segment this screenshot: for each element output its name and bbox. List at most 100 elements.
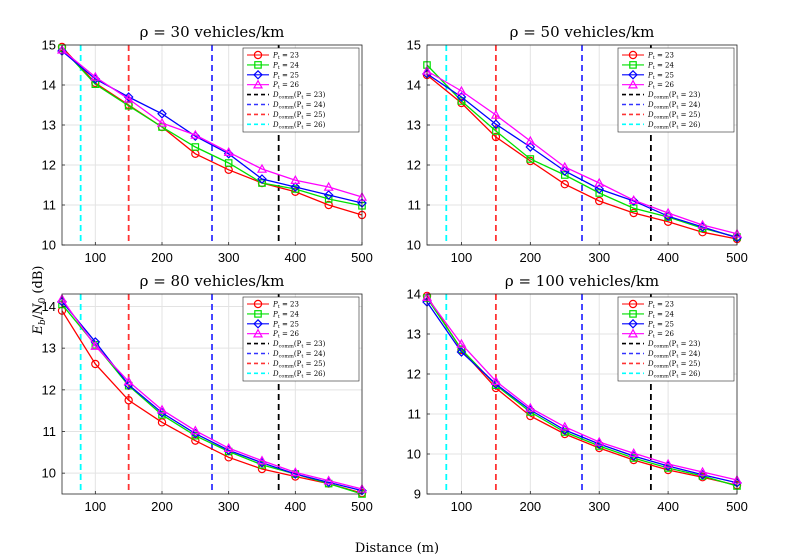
panel-3-point-p26-7 xyxy=(290,467,301,477)
panel-1-ytick-label-1: 11 xyxy=(43,198,57,213)
panel-3-legend-p25-tail: = 25 xyxy=(280,320,299,328)
panel-2-legend-d23-sub: comm xyxy=(654,95,670,101)
panel-4-legend-d26-tail: (P xyxy=(669,370,677,378)
panel-1-point-p25-7 xyxy=(290,182,301,192)
panel-1-legend-box xyxy=(242,47,360,133)
panel-2-point-p26-8 xyxy=(697,219,708,229)
panel-2-legend-p24-main: P xyxy=(647,61,653,69)
panel-2-legend-label-p25: Pt = 25 xyxy=(647,71,674,81)
panel-4-legend-d26-tail2: = 26) xyxy=(678,370,700,378)
panel-2-legend-p25-main: P xyxy=(647,71,653,79)
panel-4-legend-d23-sub: comm xyxy=(654,344,670,350)
panel-2-legend-d25-main: D xyxy=(647,111,654,119)
panel-2-point-p23-7 xyxy=(663,217,673,226)
panel-4-xtick-label-4: 500 xyxy=(726,499,748,514)
panel-2-legend-label-d24: Dcomm(Pt = 24) xyxy=(647,101,701,111)
panel-4-legend-label-d25: Dcomm(Pt = 25) xyxy=(647,360,701,370)
panel-1-ytick-label-5: 15 xyxy=(42,38,56,53)
panel-4-series-line-p26 xyxy=(426,296,738,481)
panel-3-legend-d23-sub2: t xyxy=(301,344,303,350)
panel-2-legend-d26-main: D xyxy=(647,121,654,129)
panel-2-legend-marker-p25 xyxy=(628,69,638,80)
panel-4-legend-d24-main: D xyxy=(647,350,654,358)
panel-4-point-p24-6 xyxy=(629,454,638,462)
panel-2-point-p24-5 xyxy=(595,189,604,197)
y-axis-label-N: N xyxy=(31,303,46,316)
panel-2-xtick-label-4: 500 xyxy=(726,250,748,265)
panel-4-legend-label-d26: Dcomm(Pt = 26) xyxy=(647,370,701,380)
panel-4-legend-d25-tail: (P xyxy=(669,360,677,368)
panel-4-xtick-label-0: 100 xyxy=(451,499,473,514)
panel-4-legend-d26-main: D xyxy=(647,370,654,378)
panel-4-legend-p23-tail: = 23 xyxy=(655,301,674,309)
panel-1-series-line-p24 xyxy=(61,47,363,207)
panel-3-legend-p24-main: P xyxy=(272,310,278,318)
panel-4-series-line-p23 xyxy=(426,295,738,486)
panel-2-xtick-label-3: 400 xyxy=(657,250,679,265)
panel-1-title: ρ = 30 vehicles/km xyxy=(140,23,285,41)
panel-3-legend-d25-tail2: = 25) xyxy=(303,360,325,368)
panel-3-ytick-label-2: 12 xyxy=(42,382,56,397)
y-axis-label: Eb/N0 (dB) xyxy=(31,266,48,336)
panel-1-legend-label-d26: Dcomm(Pt = 26) xyxy=(272,121,326,131)
panel-4-legend-d26-sub2: t xyxy=(676,373,678,379)
panel-1-point-p26-8 xyxy=(323,181,334,191)
panel-2-point-p23-2 xyxy=(491,132,501,142)
panel-2-point-p25-5 xyxy=(594,184,605,194)
panel-3-legend-d24-sub: comm xyxy=(279,354,295,360)
panel-4-legend-p26-sub: t xyxy=(653,334,655,340)
panel-3-point-p23-1 xyxy=(91,359,100,369)
panel-3-xtick-label-3: 400 xyxy=(284,499,306,514)
panel-1-legend-d25-tail2: = 25) xyxy=(303,111,325,119)
panel-3-ytick-label-3: 13 xyxy=(42,341,56,356)
panel-2-legend-d26-tail2: = 26) xyxy=(678,121,700,129)
panel-1-legend-p25-tail: = 25 xyxy=(280,71,299,79)
panel-2-ytick-label-1: 11 xyxy=(408,198,422,213)
panel-2-point-p26-5 xyxy=(594,177,605,187)
panel-2-point-p25-6 xyxy=(628,196,639,206)
y-axis-label-E: E xyxy=(31,324,46,335)
panel-3-legend-box xyxy=(242,296,360,382)
panel-3-legend-d24-main: D xyxy=(272,350,279,358)
panel-4-legend-d25-tail2: = 25) xyxy=(678,360,700,368)
panel-2-legend-label-d23: Dcomm(Pt = 23) xyxy=(647,91,701,101)
panel-2-legend-d24-main: D xyxy=(647,101,654,109)
panel-1-legend-p26-sub: t xyxy=(278,85,280,91)
panel-2-legend-p26-tail: = 26 xyxy=(655,81,675,89)
panel-3-legend-p25-sub: t xyxy=(278,324,280,330)
panel-3-ytick-label-0: 10 xyxy=(42,466,56,481)
panel-2-legend-label-p24: Pt = 24 xyxy=(647,61,675,71)
panel-4-legend-p24-main: P xyxy=(647,310,653,318)
panel-4-legend-p25-main: P xyxy=(647,320,653,328)
panel-1-ytick-label-2: 12 xyxy=(42,158,56,173)
panel-2-axes-frame xyxy=(426,44,738,246)
panel-3-legend-d25-main: D xyxy=(272,360,279,368)
panel-1-legend-p24-tail: = 24 xyxy=(280,61,300,69)
panel-4-legend-label-d24: Dcomm(Pt = 24) xyxy=(647,350,701,360)
panel-2-legend-box xyxy=(617,47,735,133)
panel-4-point-p24-7 xyxy=(664,464,672,472)
panel-1-ytick-label-0: 10 xyxy=(42,238,56,253)
panel-3-point-p26-3 xyxy=(156,404,168,414)
panel-1-point-p24-6 xyxy=(258,179,266,187)
panel-3-legend-d26-tail: (P xyxy=(294,370,302,378)
panel-1-point-p24-4 xyxy=(191,143,200,151)
panel-1-point-p25-8 xyxy=(323,190,334,200)
panel-4-point-p26-1 xyxy=(456,338,467,348)
panel-2-title: ρ = 50 vehicles/km xyxy=(510,23,655,41)
panel-2-legend-d24-sub: comm xyxy=(654,105,670,111)
panel-4-legend-p26-tail: = 26 xyxy=(655,330,675,338)
panel-1-legend-d25-sub: comm xyxy=(279,114,295,120)
panel-2-point-p25-1 xyxy=(456,92,467,102)
panel-4-xtick-label-3: 400 xyxy=(657,499,679,514)
panel-1-legend-d25-tail: (P xyxy=(294,111,302,119)
panel-2-legend-marker-p23 xyxy=(628,50,638,60)
panel-1-point-p26-6 xyxy=(256,163,268,173)
panel-2-ytick-label-5: 15 xyxy=(407,38,421,53)
panel-3-xtick-label-4: 500 xyxy=(351,499,373,514)
panel-3-xtick-label-1: 200 xyxy=(151,499,173,514)
panel-4-legend-d23-tail2: = 23) xyxy=(678,340,700,348)
panel-1-xtick-label-0: 100 xyxy=(84,250,106,265)
panel-2-legend-d23-tail: (P xyxy=(669,91,677,99)
